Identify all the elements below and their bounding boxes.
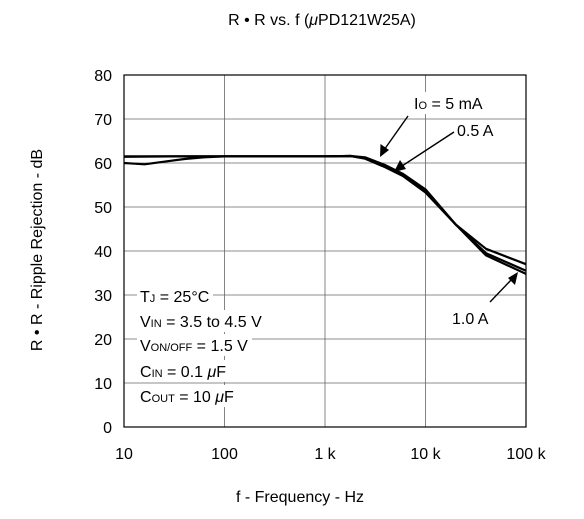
y-tick-label: 80 bbox=[94, 68, 112, 85]
label-bg-half-amp bbox=[452, 120, 510, 142]
condition-bg bbox=[137, 310, 266, 332]
label-bg-one-amp bbox=[448, 306, 510, 328]
condition-line: COUT = 10 μF bbox=[140, 389, 234, 406]
condition-line: CIN = 0.1 μF bbox=[140, 364, 226, 381]
y-tick-label: 20 bbox=[94, 332, 112, 349]
x-tick-labels: 10 100 1 k 10 k 100 k bbox=[115, 446, 546, 463]
x-tick-label: 10 k bbox=[410, 446, 441, 463]
label-bg-io bbox=[410, 92, 510, 114]
series-label-0-5a: 0.5 A bbox=[457, 123, 494, 140]
arrow-0-5a bbox=[394, 131, 455, 172]
x-axis-label: f - Frequency - Hz bbox=[236, 489, 364, 506]
x-tick-label: 10 bbox=[115, 446, 133, 463]
condition-line: VON/OFF = 1.5 V bbox=[140, 338, 248, 355]
condition-line: TJ = 25°C bbox=[140, 289, 209, 306]
chart-title: R • R vs. f (μPD121W25A) bbox=[228, 12, 416, 29]
series-line-3 bbox=[124, 154, 527, 266]
plot-frame bbox=[123, 74, 527, 428]
condition-bg bbox=[137, 385, 238, 407]
y-tick-label: 60 bbox=[94, 156, 112, 173]
y-axis-label: R • R - Ripple Rejection - dB bbox=[29, 149, 46, 351]
arrow-5ma bbox=[380, 115, 409, 157]
series-annotations: IO = 5 mA 0.5 A 1.0 A bbox=[380, 92, 518, 328]
y-tick-label: 10 bbox=[94, 376, 112, 393]
y-tick-label: 50 bbox=[94, 200, 112, 217]
condition-bg bbox=[137, 285, 213, 307]
series-label-1-0a: 1.0 A bbox=[452, 311, 489, 328]
x-tick-label: 1 k bbox=[314, 446, 336, 463]
condition-bg bbox=[137, 360, 230, 382]
y-tick-label: 30 bbox=[94, 288, 112, 305]
series-lines bbox=[123, 154, 527, 275]
test-conditions: TJ = 25°C VIN = 3.5 to 4.5 V VON/OFF = 1.5… bbox=[137, 285, 266, 407]
condition-bg bbox=[137, 334, 252, 356]
x-tick-label: 100 k bbox=[506, 446, 546, 463]
y-tick-label: 40 bbox=[94, 244, 112, 261]
series-label-5ma: IO = 5 mA bbox=[414, 96, 483, 113]
y-tick-label: 70 bbox=[94, 112, 112, 129]
y-tick-labels: 0 10 20 30 40 50 60 70 80 bbox=[94, 68, 112, 437]
condition-line: VIN = 3.5 to 4.5 V bbox=[140, 314, 262, 331]
y-tick-label: 0 bbox=[103, 420, 112, 437]
x-tick-label: 100 bbox=[211, 446, 238, 463]
arrow-1-0a bbox=[489, 272, 518, 303]
